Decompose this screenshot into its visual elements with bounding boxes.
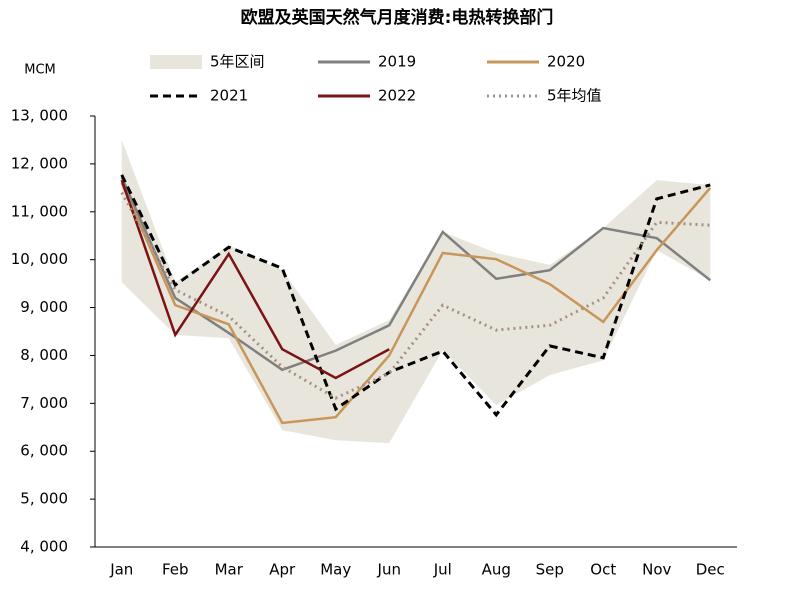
y-tick-label: 4, 000 xyxy=(20,538,68,556)
x-tick-label: Jun xyxy=(377,561,401,579)
y-tick-label: 8, 000 xyxy=(20,346,68,364)
x-tick-label: Dec xyxy=(696,561,725,579)
x-tick-label: Nov xyxy=(642,561,671,579)
y-tick-label: 6, 000 xyxy=(20,442,68,460)
legend-swatch xyxy=(150,55,202,69)
chart-title: 欧盟及英国天然气月度消费:电热转换部门 xyxy=(241,7,554,28)
series-line xyxy=(120,176,712,372)
series-line xyxy=(120,191,711,400)
legend-label: 5年区间 xyxy=(210,53,265,71)
x-tick-label: Feb xyxy=(162,561,189,579)
y-tick-label: 5, 000 xyxy=(20,490,68,508)
legend-label: 2021 xyxy=(210,87,248,105)
y-tick-label: 13, 000 xyxy=(11,107,68,125)
y-tick-label: 12, 000 xyxy=(11,154,68,172)
series-line xyxy=(120,182,712,425)
series-line xyxy=(120,174,711,418)
y-axis-label: MCM xyxy=(24,63,56,78)
range-band xyxy=(121,139,711,444)
x-tick-label: Sep xyxy=(536,561,564,579)
legend-label: 2019 xyxy=(378,53,416,71)
legend-label: 2020 xyxy=(547,53,585,71)
x-tick-label: Oct xyxy=(590,561,616,579)
x-tick-label: Jul xyxy=(433,561,452,579)
x-tick-label: Mar xyxy=(215,561,244,579)
y-tick-label: 7, 000 xyxy=(20,394,68,412)
x-tick-label: Apr xyxy=(269,561,296,579)
y-tick-label: 11, 000 xyxy=(11,202,68,220)
series-line xyxy=(120,179,390,380)
y-tick-label: 10, 000 xyxy=(11,250,68,268)
legend-label: 2022 xyxy=(378,87,416,105)
x-tick-label: Aug xyxy=(482,561,511,579)
x-tick-label: Jan xyxy=(109,561,133,579)
legend-label: 5年均值 xyxy=(547,87,602,105)
y-tick-label: 9, 000 xyxy=(20,298,68,316)
x-tick-label: May xyxy=(320,561,351,579)
